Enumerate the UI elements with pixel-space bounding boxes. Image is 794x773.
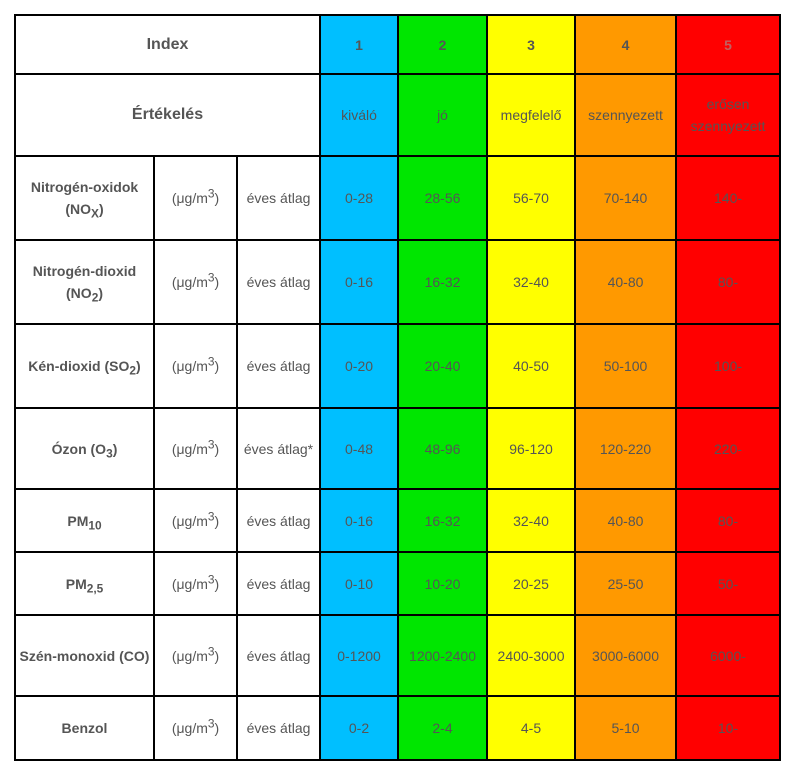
- value-level-5: 80-: [675, 488, 782, 553]
- averaging-period: éves átlag: [235, 323, 322, 409]
- value-level-1: 0-2: [319, 695, 400, 761]
- pollutant-row: Benzol (μg/m3) éves átlag 0-2 2-4 4-5 5-10 10-: [14, 695, 782, 761]
- value-level-4: 25-50: [574, 551, 678, 616]
- value-level-1: 0-10: [319, 551, 400, 616]
- pollutant-name: Nitrogén-dioxid (NO2): [14, 239, 155, 325]
- value-level-4: 50-100: [574, 323, 678, 409]
- value-level-1: 0-16: [319, 239, 400, 325]
- rating-level-3: megfelelő: [486, 73, 577, 157]
- averaging-period: éves átlag: [235, 155, 322, 241]
- value-level-5: 140-: [675, 155, 782, 241]
- value-level-3: 40-50: [486, 323, 577, 409]
- value-level-2: 2-4: [397, 695, 489, 761]
- value-level-2: 10-20: [397, 551, 489, 616]
- averaging-period: éves átlag: [235, 695, 322, 761]
- value-level-3: 20-25: [486, 551, 577, 616]
- value-level-4: 120-220: [574, 407, 678, 490]
- pollutant-row: Nitrogén-oxidok (NOX) (μg/m3) éves átlag 0-…: [14, 155, 782, 241]
- value-level-1: 0-48: [319, 407, 400, 490]
- averaging-period: éves átlag: [235, 551, 322, 616]
- pollutant-row: PM10 (μg/m3) éves átlag 0-16 16-32 32-40 40-80…: [14, 488, 782, 553]
- value-level-3: 96-120: [486, 407, 577, 490]
- pollutant-row: PM2,5 (μg/m3) éves átlag 0-10 10-20 20-25 25-5…: [14, 551, 782, 616]
- value-level-1: 0-16: [319, 488, 400, 553]
- value-level-3: 32-40: [486, 488, 577, 553]
- rating-level-2: jó: [397, 73, 489, 157]
- value-level-3: 2400-3000: [486, 614, 577, 697]
- pollutant-row: Ózon (O3) (μg/m3) éves átlag* 0-48 48-96 96-1…: [14, 407, 782, 490]
- averaging-period: éves átlag: [235, 239, 322, 325]
- value-level-2: 1200-2400: [397, 614, 489, 697]
- rating-header: Értékelés: [13, 73, 322, 157]
- pollutant-name: Szén-monoxid (CO): [14, 614, 155, 697]
- value-level-1: 0-28: [319, 155, 400, 241]
- rating-row: Értékelés kiváló jó megfelelő szennyezet…: [13, 73, 782, 157]
- rating-level-5: erősen szennyezett: [675, 73, 782, 157]
- averaging-period: éves átlag: [235, 488, 322, 553]
- value-level-2: 20-40: [397, 323, 489, 409]
- pollutant-name: Ózon (O3): [14, 407, 155, 490]
- value-level-2: 16-32: [397, 488, 489, 553]
- value-level-3: 4-5: [486, 695, 577, 761]
- pollutant-name: Nitrogén-oxidok (NOX): [14, 155, 155, 241]
- value-level-1: 0-20: [319, 323, 400, 409]
- value-level-4: 3000-6000: [574, 614, 678, 697]
- rating-level-4: szennyezett: [574, 73, 678, 157]
- index-row: Index 1 2 3 4 5: [13, 14, 782, 75]
- air-quality-index-table: Index 1 2 3 4 5 Értékelés kiváló jó megf…: [13, 14, 782, 761]
- unit-label: (μg/m3): [153, 155, 238, 241]
- value-level-5: 6000-: [675, 614, 782, 697]
- index-level-5: 5: [675, 14, 782, 75]
- index-level-3: 3: [486, 14, 577, 75]
- value-level-5: 50-: [675, 551, 782, 616]
- index-header: Index: [13, 14, 322, 75]
- value-level-5: 100-: [675, 323, 782, 409]
- value-level-3: 56-70: [486, 155, 577, 241]
- index-level-2: 2: [397, 14, 489, 75]
- unit-label: (μg/m3): [153, 407, 238, 490]
- value-level-4: 5-10: [574, 695, 678, 761]
- unit-label: (μg/m3): [153, 488, 238, 553]
- value-level-3: 32-40: [486, 239, 577, 325]
- unit-label: (μg/m3): [153, 551, 238, 616]
- value-level-4: 40-80: [574, 488, 678, 553]
- unit-label: (μg/m3): [153, 614, 238, 697]
- index-level-1: 1: [319, 14, 400, 75]
- index-level-4: 4: [574, 14, 678, 75]
- value-level-4: 40-80: [574, 239, 678, 325]
- rating-level-1: kiváló: [319, 73, 400, 157]
- pollutant-name: Kén-dioxid (SO2): [14, 323, 155, 409]
- unit-label: (μg/m3): [153, 239, 238, 325]
- value-level-2: 28-56: [397, 155, 489, 241]
- pollutant-row: Kén-dioxid (SO2) (μg/m3) éves átlag 0-20 20-…: [14, 323, 782, 409]
- unit-label: (μg/m3): [153, 695, 238, 761]
- value-level-5: 10-: [675, 695, 782, 761]
- pollutant-name: PM10: [14, 488, 155, 553]
- value-level-4: 70-140: [574, 155, 678, 241]
- averaging-period: éves átlag: [235, 614, 322, 697]
- pollutant-name: PM2,5: [14, 551, 155, 616]
- value-level-5: 220-: [675, 407, 782, 490]
- value-level-5: 80-: [675, 239, 782, 325]
- pollutant-row: Szén-monoxid (CO) (μg/m3) éves átlag 0-1200…: [14, 614, 782, 697]
- value-level-2: 48-96: [397, 407, 489, 490]
- pollutant-name: Benzol: [14, 695, 155, 761]
- unit-label: (μg/m3): [153, 323, 238, 409]
- pollutant-row: Nitrogén-dioxid (NO2) (μg/m3) éves átlag 0-…: [14, 239, 782, 325]
- value-level-2: 16-32: [397, 239, 489, 325]
- averaging-period: éves átlag*: [235, 407, 322, 490]
- value-level-1: 0-1200: [319, 614, 400, 697]
